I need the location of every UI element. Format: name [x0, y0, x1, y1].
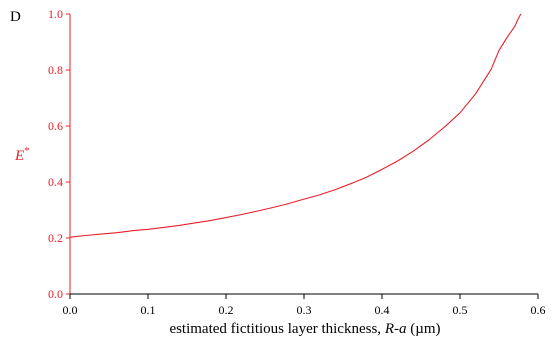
- x-axis-title: estimated fictitious layer thickness, R-…: [169, 321, 440, 337]
- series-line: [69, 13, 522, 238]
- plot-area: [69, 13, 522, 238]
- x-tick-label: 0.4: [375, 303, 390, 317]
- y-axis-title-symbol: E: [14, 148, 24, 164]
- x-tick-label: 0.2: [219, 303, 234, 317]
- y-tick-label: 0.8: [48, 63, 63, 77]
- y-tick-label: 0.6: [48, 119, 63, 133]
- y-axis-title-superscript: *: [24, 145, 30, 157]
- x-tick-label: 0.6: [531, 303, 546, 317]
- x-tick-label: 0.1: [141, 303, 156, 317]
- x-axis-title-variable: R-a: [384, 321, 407, 337]
- y-tick-label: 0.0: [48, 287, 63, 301]
- x-axis-title-unit: (µm): [406, 321, 440, 337]
- y-tick-label: 1.0: [48, 7, 63, 21]
- y-tick-label: 0.4: [48, 175, 63, 189]
- x-tick-label: 0.5: [453, 303, 468, 317]
- y-tick-label: 0.2: [48, 231, 63, 245]
- y-axis-title: E*: [14, 145, 30, 164]
- x-axis: 0.0 0.1 0.2 0.3 0.4 0.5 0.6: [63, 293, 546, 317]
- x-tick-label: 0.3: [297, 303, 312, 317]
- y-axis: 0.0 0.2 0.4 0.6 0.8 1.0: [48, 7, 71, 301]
- x-axis-title-prefix: estimated fictitious layer thickness,: [169, 321, 384, 337]
- panel-label: D: [10, 9, 21, 25]
- x-tick-label: 0.0: [63, 303, 78, 317]
